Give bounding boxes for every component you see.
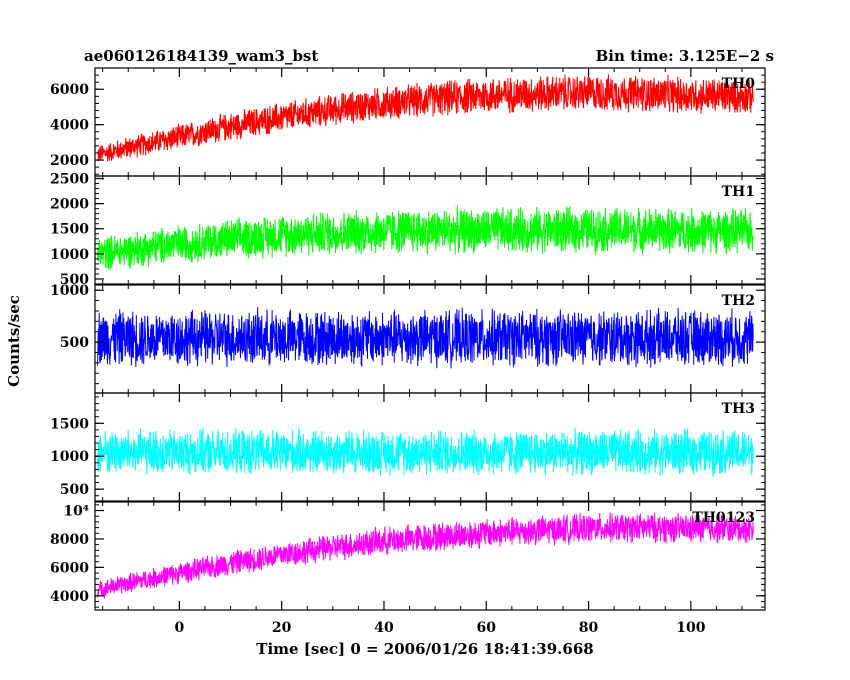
- y-tick-label: 6000: [50, 82, 89, 98]
- panel-th0: 2000 4000 6000 TH0: [50, 67, 766, 177]
- panel-th3: 500 1000 1500 TH3: [50, 392, 766, 502]
- panel-label-th1: TH1: [722, 184, 755, 200]
- y-tick-label: 1500: [50, 222, 89, 238]
- y-tick-label: 1500: [50, 416, 89, 432]
- panel-label-th0: TH0: [722, 76, 756, 92]
- panel-th0123: 4000 6000 8000 10⁴ TH0123: [50, 501, 766, 611]
- y-tick-label: 1000: [50, 449, 89, 465]
- y-tick-label: 2000: [50, 153, 89, 169]
- y-tick-label: 6000: [50, 560, 89, 576]
- y-axis-title: Counts/sec: [5, 295, 23, 387]
- y-tick-label: 1000: [50, 283, 89, 299]
- series-line-th0123: [97, 512, 754, 599]
- y-tick-label: 4000: [50, 118, 89, 134]
- panel-th2: 500 1000 TH2: [50, 283, 766, 394]
- y-tick-label: 500: [60, 335, 89, 351]
- panel-label-th0123: TH0123: [692, 510, 755, 526]
- y-tick-label: 8000: [50, 532, 89, 548]
- x-tick-label: 20: [272, 620, 292, 636]
- y-tick-label: 500: [60, 272, 89, 288]
- x-tick-label: 60: [477, 620, 497, 636]
- series-line-th1: [97, 205, 754, 271]
- y-tick-label: 4000: [50, 589, 89, 605]
- y-tick-label: 500: [60, 482, 89, 498]
- panel-label-th2: TH2: [722, 293, 755, 309]
- x-tick-label: 100: [676, 620, 705, 636]
- series-line-th3: [97, 427, 754, 477]
- chart-title-left: ae060126184139_wam3_bst: [84, 47, 318, 65]
- chart-title-right: Bin time: 3.125E−2 s: [596, 47, 774, 65]
- y-tick-label: 2000: [50, 197, 89, 213]
- panel-frame: [94, 392, 766, 502]
- panel-th1: 500 1000 1500 2000 2500 TH1: [50, 172, 766, 288]
- series-line-th2: [97, 307, 754, 369]
- panel-frame: [94, 175, 766, 285]
- x-tick-label: 0: [175, 620, 185, 636]
- x-tick-label: 80: [579, 620, 599, 636]
- y-tick-label: 1000: [50, 247, 89, 263]
- x-tick-label: 40: [374, 620, 394, 636]
- panel-label-th3: TH3: [722, 401, 755, 417]
- y-tick-label: 10⁴: [63, 504, 89, 520]
- series-line-th0: [97, 74, 754, 162]
- y-tick-label: 2500: [50, 172, 89, 188]
- x-axis-title: Time [sec] 0 = 2006/01/26 18:41:39.668: [256, 640, 593, 658]
